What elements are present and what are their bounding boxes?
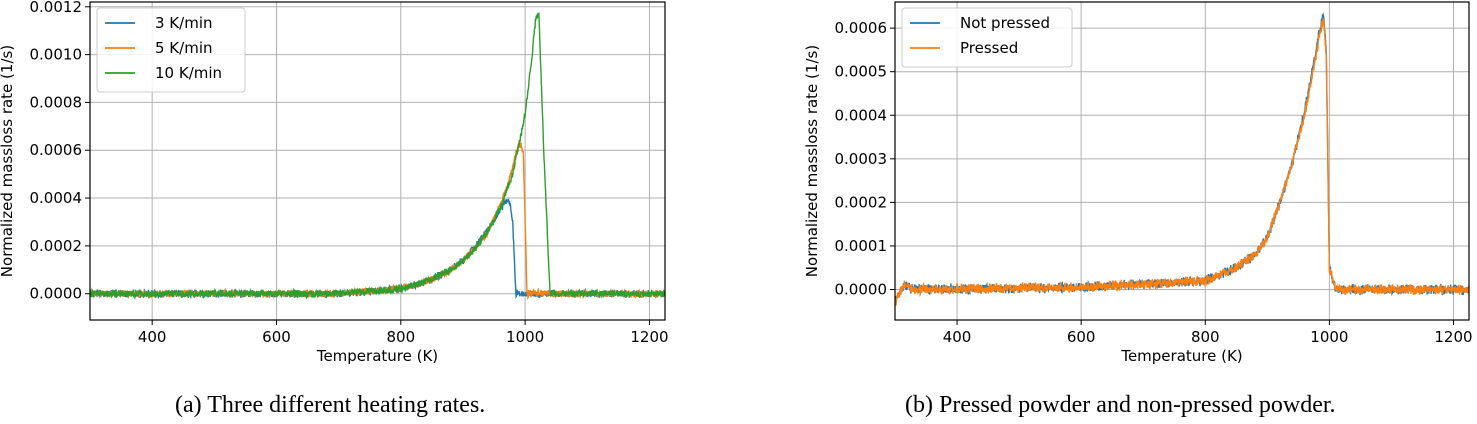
series-line-2	[90, 11, 665, 300]
x-tick-label: 800	[386, 328, 415, 346]
legend-label: Pressed	[960, 39, 1018, 57]
legend-label: 3 K/min	[155, 14, 213, 32]
x-tick-label: 600	[262, 328, 291, 346]
y-tick-label: 0.0003	[835, 150, 888, 168]
x-axis-label: Temperature (K)	[316, 347, 438, 365]
y-axis-label: Normalized massloss rate (1/s)	[803, 45, 821, 277]
series-line-0	[90, 198, 665, 300]
caption-b: (b) Pressed powder and non-pressed powde…	[905, 392, 1336, 418]
x-tick-label: 1200	[630, 328, 668, 346]
legend: 3 K/min 5 K/min 10 K/min	[96, 7, 246, 93]
legend-label: Not pressed	[960, 14, 1050, 32]
legend-box	[901, 7, 1073, 68]
y-tick-label: 0.0000	[30, 285, 83, 303]
legend-label: 10 K/min	[155, 64, 222, 82]
y-axis-label: Normalized massloss rate (1/s)	[0, 45, 16, 277]
y-tick-label: 0.0006	[835, 19, 888, 37]
x-tick-label: 1000	[506, 328, 544, 346]
y-tick-label: 0.0005	[835, 63, 888, 81]
y-tick-label: 0.0002	[835, 193, 888, 211]
x-tick-label: 600	[1067, 328, 1096, 346]
caption-a: (a) Three different heating rates.	[175, 392, 486, 418]
series-line-1	[90, 139, 665, 300]
chart-b: 400 600 800 1000 1200 0.0000 0.0001 0.0002 0.000…	[803, 1, 1473, 365]
y-tick-label: 0.0000	[835, 281, 888, 299]
x-tick-label: 800	[1191, 328, 1220, 346]
x-tick-label: 1200	[1434, 328, 1472, 346]
x-tick-label: 400	[138, 328, 167, 346]
legend-label: 5 K/min	[155, 39, 213, 57]
legend: Not pressed Pressed	[901, 7, 1073, 68]
legend-box	[96, 7, 246, 93]
y-tick-label: 0.0004	[835, 106, 888, 124]
y-tick-label: 0.0004	[30, 189, 83, 207]
x-tick-label: 400	[943, 328, 972, 346]
y-tick-label: 0.0012	[30, 0, 83, 16]
x-axis-label: Temperature (K)	[1120, 347, 1242, 365]
y-tick-label: 0.0002	[30, 237, 83, 255]
y-tick-label: 0.0008	[30, 93, 83, 111]
y-tick-label: 0.0006	[30, 141, 83, 159]
series-line-1	[895, 18, 1469, 306]
axes-frame	[89, 1, 666, 321]
x-tick-label: 1000	[1310, 328, 1348, 346]
chart-a: 400 600 800 1000 1200 0.0000 0.0002 0.0004 0.000…	[0, 0, 669, 365]
y-tick-label: 0.0010	[30, 46, 83, 64]
y-tick-label: 0.0001	[835, 237, 888, 255]
axes-frame	[894, 1, 1470, 321]
